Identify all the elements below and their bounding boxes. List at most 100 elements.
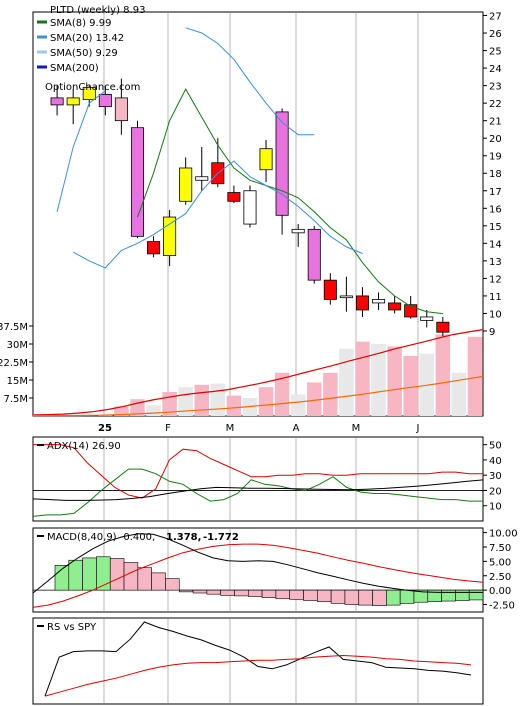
volume-bar [371,344,386,416]
macd-tick-label: 2.50 [489,572,511,583]
candle-body [355,295,369,311]
candle-body [195,176,209,181]
macd-histogram-bar [358,589,373,606]
volume-bar [226,395,242,416]
candle-body [307,228,321,281]
macd-signal-label: 1.378, [166,532,201,543]
candle-body [147,241,161,255]
volume-bar [290,394,306,416]
macd-histogram-bar [206,589,221,595]
panel-frame [32,436,484,522]
adx-panel: 10 20 30 40 50 ADX(14) 26.90 [32,436,502,522]
volume-tick-label: 37.5M [0,322,28,333]
macd-histogram-bar [330,589,346,604]
macd-tick-label: 7.50 [489,543,511,554]
candle-body [339,295,353,299]
candle-body [66,97,80,106]
macd-histogram-bar [165,578,180,591]
candle-body [163,216,177,257]
sma50-line [185,27,315,136]
macd-histogram-bar [192,589,208,594]
candle-body [436,321,450,333]
price-tick-label: 17 [489,187,502,198]
adx-tick-label: 30 [489,471,502,482]
x-tick-label: 25 [98,423,112,434]
volume-bar [194,384,209,416]
candle-body [130,127,144,237]
macd-tick-label: 0.00 [489,586,511,597]
x-tick-label: A [293,423,300,434]
di-plus-line [32,468,483,517]
price-panel: 25 F M A M J 9 10 11 12 13 14 15 16 17 18 19 20 21 22 23 24 25… [0,11,502,434]
candle-body [275,111,289,216]
macd-histogram-bar [82,557,97,591]
macd-histogram-bar [441,589,456,602]
rs-ma-line [44,654,472,697]
macd-histogram-bar [234,589,249,597]
adx-tick-label: 50 [489,441,502,452]
x-tick-label: F [165,423,171,434]
volume-bar [323,372,338,416]
adx-tick-label: 20 [489,486,502,497]
volume-bar [403,356,418,416]
adx-tick-label: 10 [489,502,502,513]
volume-bar [435,334,451,416]
volume-tick-label: 30M [7,340,28,351]
price-tick-label: 9 [489,327,495,338]
price-tick-label: 14 [489,239,502,250]
volume-bar [339,348,354,416]
macd-histogram-bar [151,572,166,591]
volume-bar [114,406,129,416]
macd-histogram-bar [275,589,291,600]
legend-label: SMA(8) 9.99 [50,18,111,29]
candle-body [420,316,434,321]
symbol-label: PLTD (weekly) 8.93 [50,5,145,16]
x-tick-label: M [352,423,361,434]
macd-histogram-bar [261,589,277,598]
macd-histogram-bar [386,589,401,606]
macd-histogram-bar [399,589,415,604]
rs-panel: RS vs SPY [32,617,484,705]
panel-frame [32,11,484,417]
price-tick-label: 27 [489,12,502,23]
price-tick-label: 11 [489,292,502,303]
candle-body [114,97,128,122]
price-tick-label: 21 [489,117,502,128]
candle-body [50,97,64,106]
candle-body [98,93,112,108]
volume-sma-red-line [32,329,484,416]
macd-histogram-bar [303,589,318,601]
candle-body [323,279,337,300]
volume-tick-label: 7.5M [3,394,28,405]
volume-tick-label: 22.5M [0,358,28,369]
price-tick-label: 25 [489,47,502,58]
price-tick-label: 15 [489,222,502,233]
volume-tick-label: 15M [7,376,28,387]
panel-frame [32,617,484,705]
volume-bar [355,341,370,416]
volume-sma-orange-line [33,375,484,417]
macd-histogram-bar [344,589,360,605]
macd-histogram-bar [109,558,125,591]
price-tick-label: 19 [489,152,502,163]
x-tick-label: M [226,423,235,434]
macd-histogram-bar [123,562,139,591]
price-tick-label: 20 [489,134,502,145]
di-minus-line [33,444,483,499]
macd-tick-label: 5.00 [489,557,511,568]
macd-line [32,533,483,594]
volume-bar [258,387,274,416]
legend-label: SMA(50) 9.29 [50,48,118,59]
candle-body [372,299,386,304]
adx-line [32,479,484,501]
macd-histogram-bar [289,589,304,600]
macd-tick-label: -2.50 [489,601,515,612]
volume-bar [467,336,483,416]
macd-histogram-bar [220,589,235,596]
candle-body [82,86,96,101]
adx-title: ADX(14) 26.90 [47,441,121,452]
macd-title: MACD(8,40,9) -0.400, [47,532,155,543]
macd-histogram-label: -1.772 [203,532,239,543]
macd-histogram-bar [178,589,194,593]
